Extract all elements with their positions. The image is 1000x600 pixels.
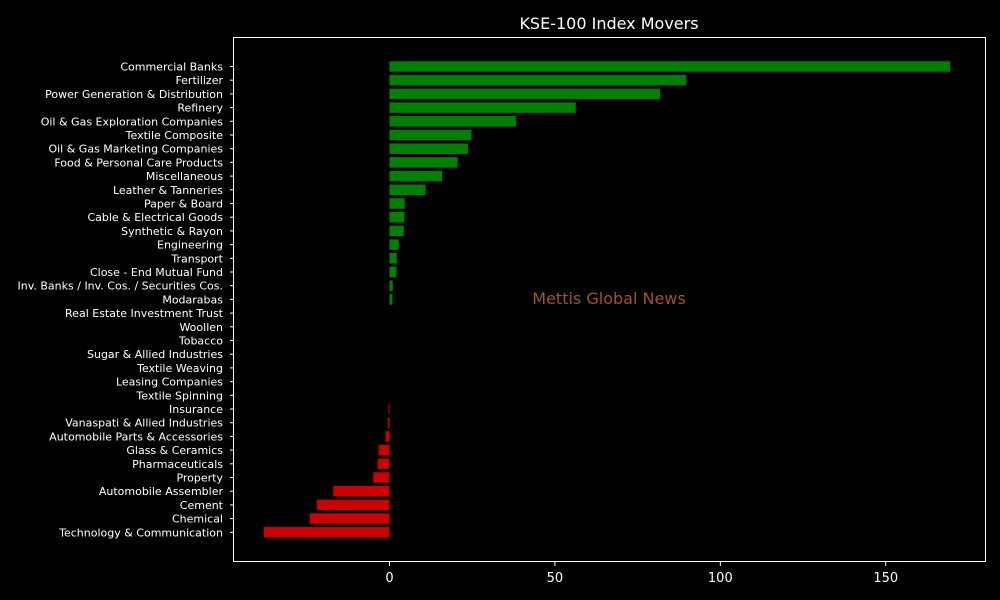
category-label-insurance: Insurance [169,403,223,416]
category-label-automobile-parts-accessories: Automobile Parts & Accessories [49,430,223,443]
bar-glass-ceramics [378,444,390,456]
bar-fertilizer [389,74,687,86]
bar-modarabas [389,294,393,305]
bar-inv-banks-inv-cos-securities-cos [389,280,393,291]
category-label-woollen: Woollen [179,321,223,334]
x-tick-label: 0 [385,571,393,586]
category-label-leather-tanneries: Leather & Tanneries [113,184,223,197]
category-label-tobacco: Tobacco [178,335,223,348]
category-label-cement: Cement [180,499,224,512]
category-label-fertilizer: Fertilizer [175,74,223,87]
bar-oil-gas-marketing-companies [389,143,468,154]
bar-leather-tanneries [389,184,426,196]
category-label-textile-weaving: Textile Weaving [136,362,223,375]
bar-textile-composite [389,129,472,141]
category-label-chemical: Chemical [172,513,223,526]
category-label-cable-electrical-goods: Cable & Electrical Goods [87,211,223,224]
bar-chemical [309,513,390,524]
bar-pharmaceuticals [377,458,390,470]
bar-commercial-banks [389,61,951,72]
x-tick-label: 100 [708,571,733,586]
bar-engineering [389,239,399,250]
bar-miscellaneous [389,170,443,182]
bar-refinery [389,102,576,113]
bar-technology-communication [263,527,390,538]
category-label-textile-composite: Textile Composite [125,129,224,142]
plot-frame [233,37,986,562]
category-label-glass-ceramics: Glass & Ceramics [126,444,223,457]
bar-automobile-assembler [333,485,390,497]
category-label-textile-spinning: Textile Spinning [135,389,223,402]
watermark: Mettis Global News [532,289,685,308]
category-label-automobile-assembler: Automobile Assembler [99,485,224,498]
x-tick-label: 150 [873,571,898,586]
category-label-pharmaceuticals: Pharmaceuticals [132,458,223,471]
category-label-vanaspati-allied-industries: Vanaspati & Allied Industries [65,417,223,430]
category-label-synthetic-rayon: Synthetic & Rayon [121,225,223,238]
category-label-real-estate-investment-trust: Real Estate Investment Trust [65,307,224,320]
category-label-property: Property [176,472,223,485]
category-label-leasing-companies: Leasing Companies [116,376,223,389]
category-label-refinery: Refinery [177,102,223,115]
category-label-inv-banks-inv-cos-securities-cos: Inv. Banks / Inv. Cos. / Securities Cos. [18,280,223,293]
chart-title: KSE-100 Index Movers [519,14,698,33]
category-label-oil-gas-exploration-companies: Oil & Gas Exploration Companies [41,115,224,128]
x-axis-ticks: 0 50 100 150 [385,561,898,586]
bar-synthetic-rayon [389,225,404,237]
category-label-close-end-mutual-fund: Close - End Mutual Fund [90,266,223,279]
category-label-sugar-allied-industries: Sugar & Allied Industries [87,348,223,361]
bar-cable-electrical-goods [389,211,405,223]
bar-cement [317,499,390,511]
category-label-food-personal-care-products: Food & Personal Care Products [54,156,223,169]
category-label-engineering: Engineering [157,239,223,252]
bars-group [263,61,951,538]
category-label-transport: Transport [170,252,223,265]
bar-automobile-parts-accessories [385,431,390,442]
bar-paper-board [389,198,405,209]
category-label-commercial-banks: Commercial Banks [120,61,223,74]
bar-vanaspati-allied-industries [387,417,390,428]
x-tick-label: 50 [547,571,564,586]
bar-property [373,472,390,483]
bar-insurance [388,403,390,415]
category-label-power-generation-distribution: Power Generation & Distribution [45,88,223,101]
bar-food-personal-care-products [389,157,458,168]
category-label-oil-gas-marketing-companies: Oil & Gas Marketing Companies [48,143,223,156]
bar-power-generation-distribution [389,88,661,100]
category-label-technology-communication: Technology & Communication [58,526,223,539]
category-label-modarabas: Modarabas [162,293,223,306]
bar-close-end-mutual-fund [389,266,397,278]
category-label-paper-board: Paper & Board [144,198,223,211]
bar-transport [389,253,397,264]
category-label-miscellaneous: Miscellaneous [146,170,223,183]
bar-oil-gas-exploration-companies [389,116,516,127]
